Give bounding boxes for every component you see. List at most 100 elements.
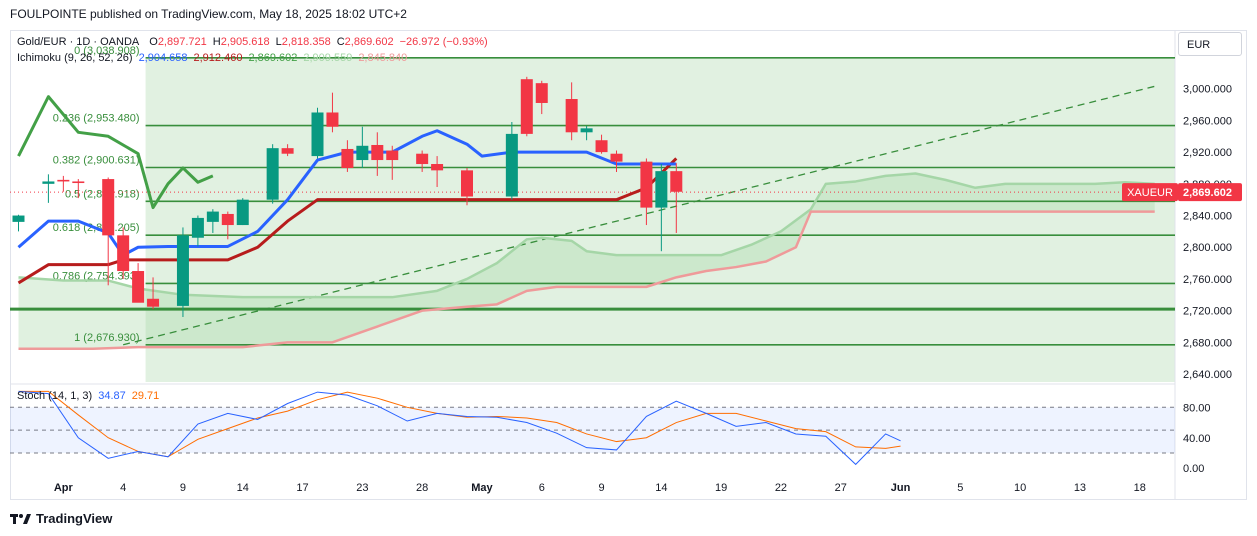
time-tick-label: 23 xyxy=(356,482,368,494)
price-tick-label: 2,960.000 xyxy=(1183,115,1232,127)
candle-body xyxy=(281,148,294,154)
time-tick-label: 18 xyxy=(1134,482,1146,494)
stoch-band-fill xyxy=(10,407,1175,453)
open-label: O xyxy=(149,36,158,48)
chart-frame xyxy=(10,30,1247,500)
candle-body xyxy=(206,211,219,222)
candle xyxy=(102,177,115,286)
ichimoku-spana-value: 2,909.559 xyxy=(303,52,353,64)
candle xyxy=(281,144,294,157)
stoch-label: Stoch (14, 1, 3) xyxy=(17,390,93,402)
price-tick-label: 2,680.000 xyxy=(1183,337,1232,349)
candle xyxy=(341,140,354,172)
candle-body xyxy=(147,298,160,307)
candle xyxy=(610,150,623,172)
candle-body xyxy=(341,148,354,168)
stoch-d-value: 29.71 xyxy=(131,390,160,402)
candle xyxy=(132,263,145,303)
candle xyxy=(640,158,653,226)
tradingview-brand-label: TradingView xyxy=(36,511,113,526)
price-tick-label: 2,720.000 xyxy=(1183,306,1232,318)
high-label: H xyxy=(212,36,221,48)
candle xyxy=(326,92,339,133)
candle-body xyxy=(221,213,234,226)
candle xyxy=(505,122,518,200)
ichimoku-span-b xyxy=(18,210,1155,350)
candle-body xyxy=(356,145,369,161)
fib-level-label: 0 (3,038.908) xyxy=(74,45,139,57)
candle-body xyxy=(461,170,473,197)
symbol-legend: Gold/EUR · 1D · OANDA O2,897.721 H2,905.61… xyxy=(17,36,494,48)
price-tick-label: 2,640.000 xyxy=(1183,369,1232,381)
candle xyxy=(236,198,249,226)
candle-body xyxy=(670,171,683,192)
time-tick-label: 5 xyxy=(957,482,963,494)
candle xyxy=(266,144,279,204)
stoch-legend[interactable]: Stoch (14, 1, 3) 34.87 29.71 xyxy=(17,390,165,402)
candle-body xyxy=(57,179,70,182)
change-value: −26.972 (−0.93%) xyxy=(399,36,488,48)
candle xyxy=(580,125,593,141)
candle-body xyxy=(236,199,249,226)
currency-selector[interactable]: EUR xyxy=(1178,32,1242,56)
price-tick-label: 2,920.000 xyxy=(1183,147,1232,159)
low-value: 2,818.358 xyxy=(281,36,331,48)
tradingview-logo-icon xyxy=(10,513,31,524)
candle xyxy=(117,227,130,279)
ichimoku-kijun xyxy=(17,157,678,285)
candle xyxy=(565,82,578,141)
candle-body xyxy=(655,171,668,208)
ichimoku-legend[interactable]: Ichimoku (9, 26, 52, 26) 2,904.658 2,912.4… xyxy=(17,52,413,64)
candle xyxy=(191,215,204,247)
time-tick-label: 27 xyxy=(835,482,847,494)
open-value: 2,897.721 xyxy=(157,36,207,48)
candle xyxy=(147,277,160,310)
candle xyxy=(535,80,548,115)
fib-level-label: 0.236 (2,953.480) xyxy=(53,113,140,125)
candle xyxy=(57,175,70,192)
symbol-name[interactable]: Gold/EUR · 1D · OANDA xyxy=(17,36,140,48)
tradingview-brand[interactable]: TradingView xyxy=(10,511,112,526)
price-tick-label: 2,760.000 xyxy=(1183,274,1232,286)
fib-level-label: 0.382 (2,900.631) xyxy=(53,155,140,167)
time-tick-label: May xyxy=(471,482,493,494)
stoch-tick-label: 40.00 xyxy=(1183,433,1211,445)
high-value: 2,905.618 xyxy=(220,36,270,48)
candle-body xyxy=(12,215,25,222)
ichimoku-spanb-value: 2,845.840 xyxy=(358,52,408,64)
time-tick-label: 9 xyxy=(180,482,186,494)
candle-body xyxy=(520,79,533,134)
ichimoku-tenkan-value: 2,904.658 xyxy=(138,52,188,64)
candle-body xyxy=(580,128,593,133)
candle-body xyxy=(431,164,444,171)
price-tick-label: 2,840.000 xyxy=(1183,211,1232,223)
candle xyxy=(371,132,384,176)
ichimoku-chikou-value: 2,869.602 xyxy=(248,52,298,64)
candle-body xyxy=(176,235,189,306)
candle-body xyxy=(191,217,204,238)
time-tick-label: 6 xyxy=(539,482,545,494)
time-tick-label: 19 xyxy=(715,482,727,494)
time-tick-label: Jun xyxy=(891,482,911,494)
candle xyxy=(206,209,219,233)
stoch-k-value: 34.87 xyxy=(98,390,126,402)
candle xyxy=(595,134,608,154)
candle-body xyxy=(371,144,384,161)
trendline xyxy=(122,85,1155,346)
candle-body xyxy=(535,83,548,103)
price-tag-value: 2,869.602 xyxy=(1183,187,1232,199)
fib-level-label: 1 (2,676.930) xyxy=(74,332,139,344)
ichimoku-cloud xyxy=(18,173,1155,349)
time-tick-label: 14 xyxy=(237,482,249,494)
candle xyxy=(221,211,234,240)
time-tick-label: 10 xyxy=(1014,482,1026,494)
price-tag-symbol-bg xyxy=(1122,183,1178,202)
candle xyxy=(655,164,668,252)
ichimoku-span-a xyxy=(18,172,1155,299)
ichimoku-label: Ichimoku (9, 26, 52, 26) xyxy=(17,52,133,64)
price-tick-label: 2,800.000 xyxy=(1183,242,1232,254)
time-tick-label: 9 xyxy=(598,482,604,494)
time-tick-label: Apr xyxy=(54,482,74,494)
candle xyxy=(72,179,85,199)
